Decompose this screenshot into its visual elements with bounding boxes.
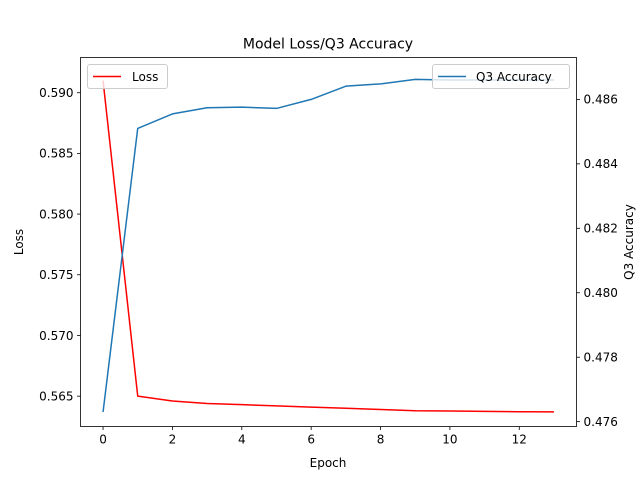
x-tick-label: 2 <box>169 433 177 447</box>
series-line-loss <box>102 80 554 413</box>
legend-loss-label: Loss <box>132 70 158 84</box>
chart-title: Model Loss/Q3 Accuracy <box>243 37 413 53</box>
legend-q3-accuracy-box <box>432 64 570 89</box>
x-tick-label: 12 <box>512 433 527 447</box>
x-axis-label: Epoch <box>310 456 347 470</box>
right-y-tick-label: 0.480 <box>584 286 618 300</box>
x-tick-label: 10 <box>442 433 457 447</box>
plot-frame <box>80 57 577 427</box>
x-tick-label: 6 <box>307 433 315 447</box>
left-y-tick-label: 0.575 <box>39 268 73 282</box>
x-tick-label: 4 <box>238 433 246 447</box>
legend-loss-box <box>87 64 168 89</box>
left-y-tick-label: 0.590 <box>39 86 73 100</box>
x-axis-ticks: 0 2 4 6 8 10 12 <box>99 426 527 447</box>
right-y-tick-label: 0.482 <box>584 222 618 236</box>
legend-q3-accuracy: Q3 Accuracy <box>432 64 570 89</box>
right-y-tick-label: 0.486 <box>584 93 618 107</box>
right-y-tick-label: 0.476 <box>584 415 618 429</box>
left-y-tick-label: 0.565 <box>39 389 73 403</box>
right-y-tick-label: 0.478 <box>584 351 618 365</box>
x-tick-label: 0 <box>99 433 107 447</box>
left-y-tick-label: 0.585 <box>39 147 73 161</box>
legend-loss: Loss <box>87 64 168 89</box>
left-y-axis-ticks: 0.565 0.570 0.575 0.580 0.585 0.590 <box>39 86 81 403</box>
right-y-tick-label: 0.484 <box>584 157 618 171</box>
right-y-axis-ticks: 0.476 0.478 0.480 0.482 0.484 0.486 <box>576 93 618 429</box>
legend-q3-accuracy-label: Q3 Accuracy <box>476 70 552 84</box>
left-y-tick-label: 0.570 <box>39 329 73 343</box>
left-y-tick-label: 0.580 <box>39 207 73 221</box>
x-tick-label: 8 <box>377 433 385 447</box>
left-y-axis-label: Loss <box>12 229 26 255</box>
right-y-axis-label: Q3 Accuracy <box>622 204 636 280</box>
